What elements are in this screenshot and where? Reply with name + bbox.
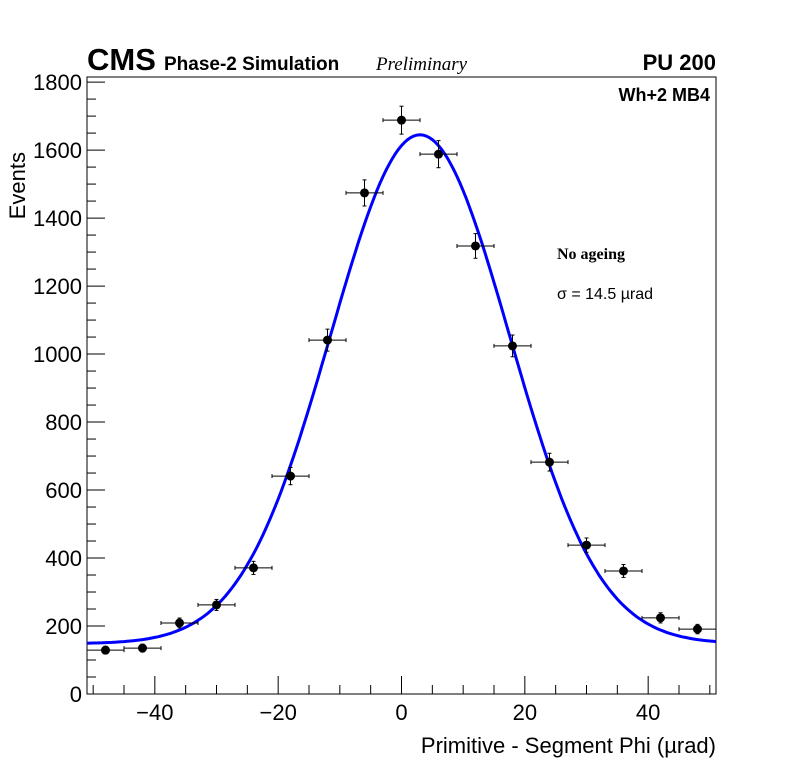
- data-point: [86, 645, 125, 655]
- point-marker: [656, 613, 665, 623]
- point-marker: [286, 471, 295, 481]
- point-marker: [545, 457, 554, 467]
- point-marker: [249, 563, 258, 573]
- annotation-title: No ageing: [557, 246, 625, 263]
- point-marker: [323, 335, 332, 345]
- x-tick-label: 20: [513, 700, 537, 725]
- pileup-label: PU 200: [643, 50, 716, 75]
- data-point: [234, 560, 273, 575]
- data-point: [123, 643, 162, 653]
- y-tick-label: 600: [45, 478, 82, 503]
- data-point: [345, 179, 384, 207]
- y-tick-label: 1200: [33, 274, 82, 299]
- data-point: [641, 612, 680, 624]
- point-marker: [212, 600, 221, 610]
- y-tick-label: 0: [70, 682, 82, 707]
- x-axis-label: Primitive - Segment Phi (µrad): [421, 733, 716, 758]
- x-tick-label: −20: [260, 700, 297, 725]
- fit-curve: [86, 133, 717, 645]
- data-point: [567, 537, 606, 553]
- y-tick-label: 1400: [33, 206, 82, 231]
- data-point: [382, 105, 421, 135]
- data-point: [456, 233, 495, 259]
- y-axis-label: Events: [5, 152, 30, 219]
- x-tick-label: 0: [395, 700, 407, 725]
- data-point: [493, 334, 532, 358]
- data-point: [419, 140, 458, 169]
- plot-frame: [86, 76, 717, 695]
- point-marker: [471, 241, 480, 251]
- y-tick-label: 1600: [33, 138, 82, 163]
- point-marker: [138, 643, 147, 653]
- point-marker: [508, 341, 517, 351]
- phase2-label: Phase-2 Simulation: [164, 54, 339, 75]
- point-marker: [101, 645, 110, 655]
- y-tick-label: 1000: [33, 342, 82, 367]
- data-point: [271, 466, 310, 486]
- data-point: [604, 563, 643, 578]
- region-label: Wh+2 MB4: [618, 85, 710, 105]
- y-tick-label: 200: [45, 614, 82, 639]
- data-point: [530, 452, 569, 472]
- fit-curve-group: [86, 133, 717, 645]
- axes: 0 200 400 600 800 1000 1200 1400 1600 1800 −40 −20 0…: [33, 70, 717, 725]
- point-marker: [582, 540, 591, 550]
- data-point: [308, 328, 347, 352]
- cms-label: CMS: [87, 42, 156, 77]
- data-point: [160, 617, 199, 629]
- point-marker: [693, 624, 702, 634]
- point-marker: [175, 618, 184, 628]
- data-point: [678, 623, 717, 635]
- annotation-sigma: σ = 14.5 µrad: [557, 286, 653, 303]
- point-marker: [434, 149, 443, 159]
- point-marker: [360, 188, 369, 198]
- data-point: [197, 598, 236, 611]
- data-points: [86, 105, 717, 655]
- y-tick-label: 400: [45, 546, 82, 571]
- x-tick-label: −40: [136, 700, 173, 725]
- x-tick-label: 40: [636, 700, 660, 725]
- y-tick-label: 1800: [33, 70, 82, 95]
- point-marker: [619, 566, 628, 576]
- y-tick-label: 800: [45, 410, 82, 435]
- preliminary-label: Preliminary: [375, 54, 468, 75]
- point-marker: [397, 115, 406, 125]
